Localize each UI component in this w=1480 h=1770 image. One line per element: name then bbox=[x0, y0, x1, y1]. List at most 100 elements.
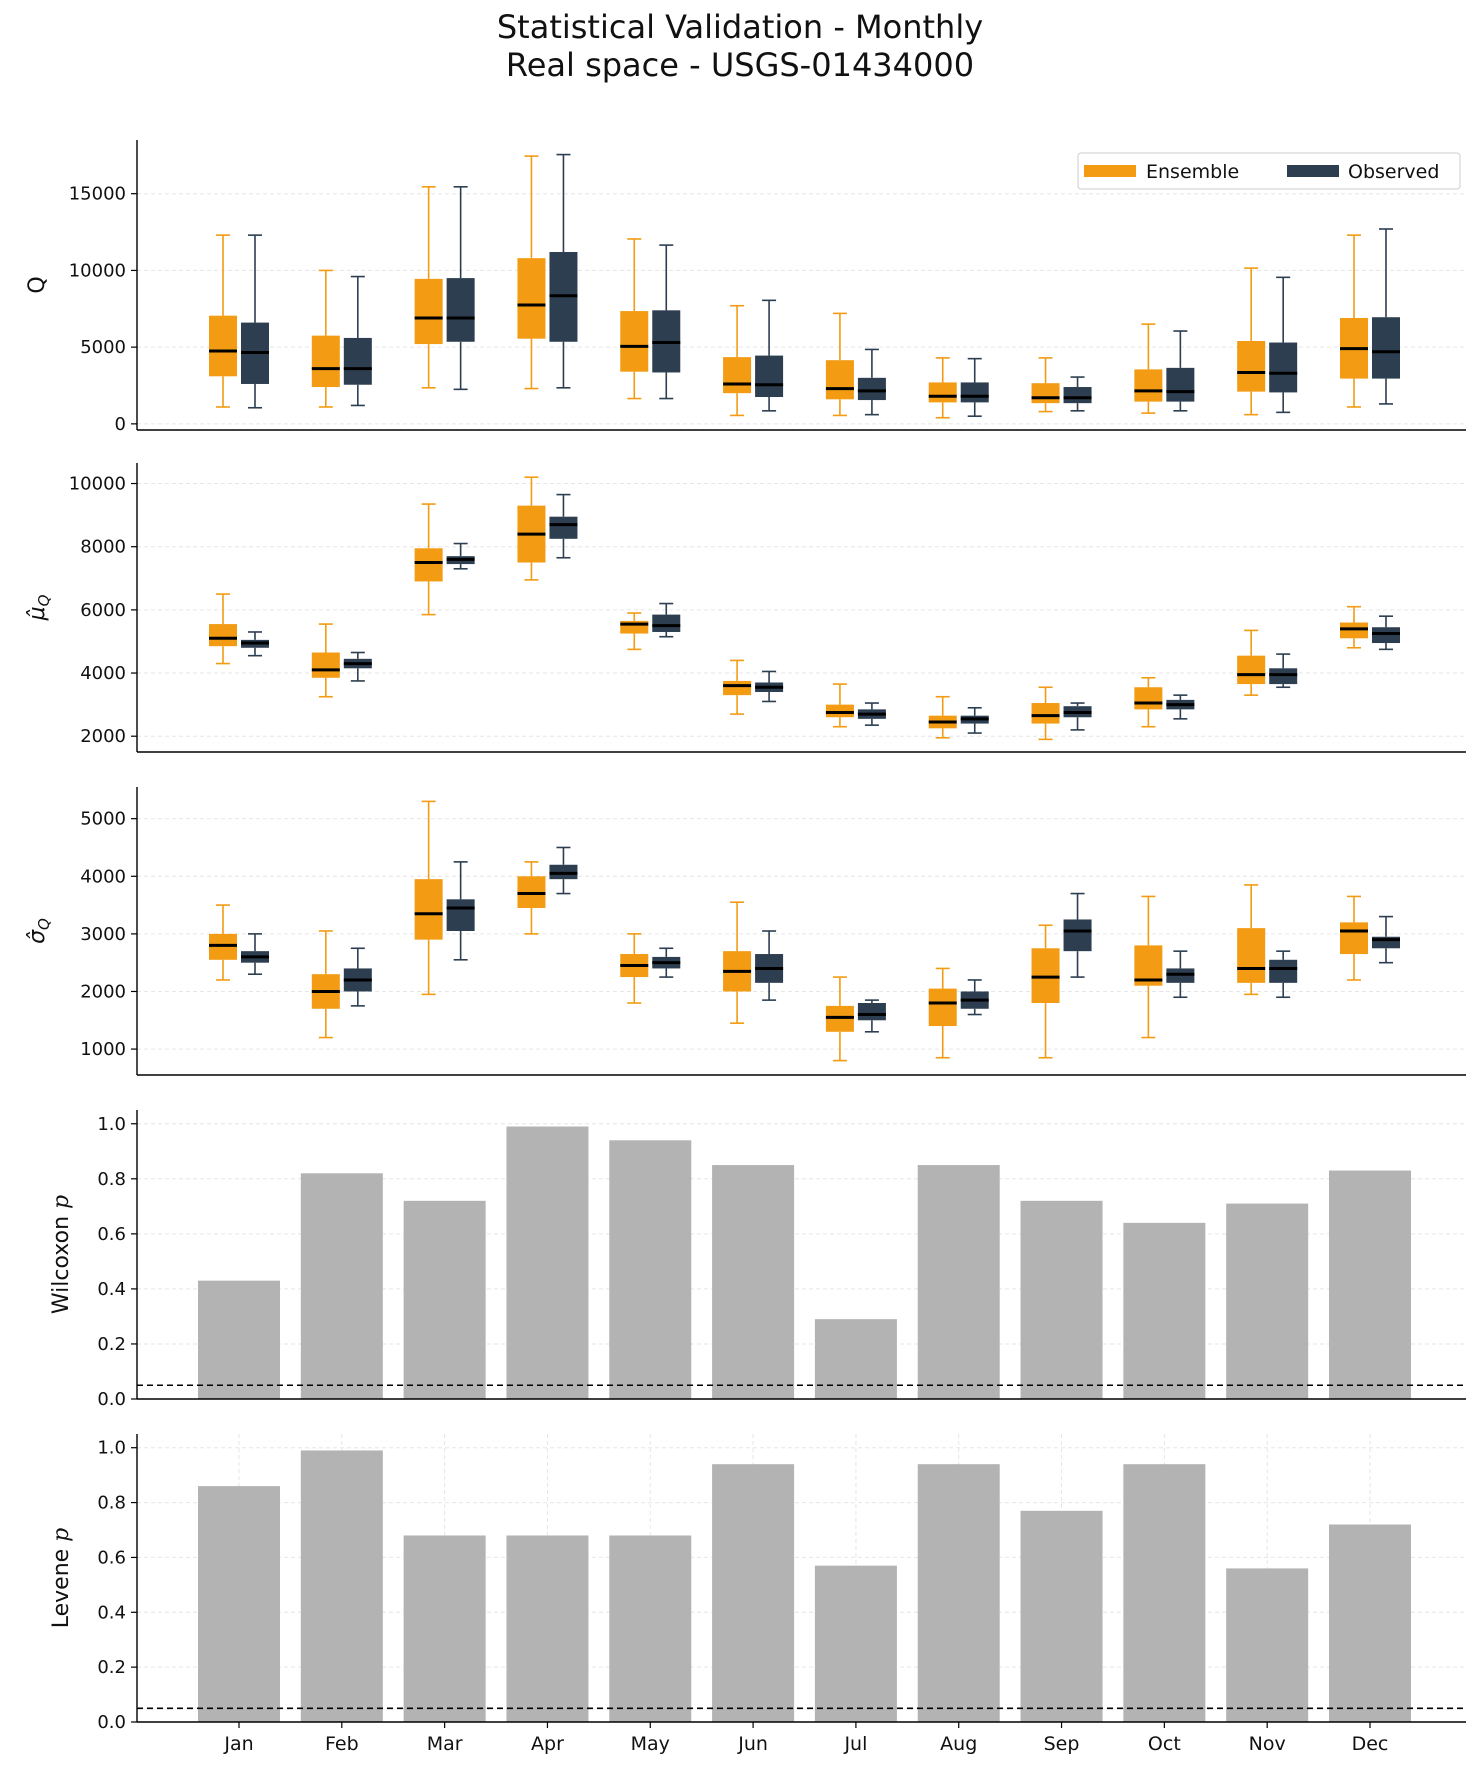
box-iqr bbox=[723, 680, 752, 696]
box-ensemble-sep bbox=[1031, 686, 1060, 741]
box-iqr bbox=[1237, 928, 1266, 983]
box-observed-feb bbox=[343, 947, 372, 1007]
bar-nov bbox=[1226, 1568, 1309, 1722]
box-observed-apr bbox=[549, 153, 578, 389]
bar-oct bbox=[1123, 1464, 1206, 1722]
box-iqr bbox=[1269, 959, 1298, 983]
box-observed-jun bbox=[755, 670, 784, 703]
box-observed-nov bbox=[1269, 653, 1298, 689]
box-ensemble-feb bbox=[311, 930, 340, 1039]
box-ensemble-oct bbox=[1134, 895, 1163, 1039]
x-tick-label: Dec bbox=[1352, 1733, 1389, 1755]
y-tick-label: 0.6 bbox=[97, 1547, 126, 1568]
box-ensemble-sep bbox=[1031, 924, 1060, 1059]
box-observed-jan bbox=[241, 933, 269, 976]
box-iqr bbox=[311, 652, 340, 678]
box-observed-dec bbox=[1372, 228, 1400, 405]
box-iqr bbox=[652, 614, 681, 632]
y-tick-label: 2000 bbox=[80, 981, 126, 1002]
box-ensemble-nov bbox=[1237, 629, 1266, 696]
box-observed-apr bbox=[549, 846, 578, 895]
box-iqr bbox=[414, 278, 443, 345]
y-tick-label: 0.4 bbox=[97, 1602, 126, 1623]
box-observed-jun bbox=[755, 930, 784, 1001]
x-tick-label: Sep bbox=[1044, 1733, 1080, 1755]
bar-jun bbox=[712, 1165, 795, 1399]
x-tick-label: Oct bbox=[1148, 1733, 1181, 1755]
box-iqr bbox=[825, 704, 854, 718]
box-observed-aug bbox=[960, 706, 989, 734]
bar-nov bbox=[1226, 1203, 1309, 1399]
box-iqr bbox=[960, 382, 989, 403]
panel-5 bbox=[131, 1434, 1466, 1728]
bar-feb bbox=[300, 1173, 383, 1399]
box-observed-dec bbox=[1372, 615, 1400, 651]
bar-aug bbox=[917, 1165, 1000, 1399]
panel-2 bbox=[131, 463, 1466, 753]
y-tick-label: 8000 bbox=[80, 537, 126, 558]
box-ensemble-apr bbox=[517, 155, 546, 390]
y-tick-label: 0 bbox=[115, 414, 126, 435]
box-iqr bbox=[1340, 922, 1368, 955]
box-observed-sep bbox=[1063, 376, 1092, 412]
box-ensemble-apr bbox=[517, 861, 546, 935]
y-tick-label: 0.0 bbox=[97, 1389, 126, 1410]
box-observed-nov bbox=[1269, 276, 1298, 414]
box-observed-feb bbox=[343, 651, 372, 682]
box-observed-nov bbox=[1269, 950, 1298, 999]
y-tick-label: 4000 bbox=[80, 663, 126, 684]
y-tick-label: 10000 bbox=[69, 260, 126, 281]
box-observed-aug bbox=[960, 979, 989, 1016]
box-ensemble-jul bbox=[825, 683, 854, 728]
box-iqr bbox=[1031, 703, 1060, 724]
box-iqr bbox=[1372, 317, 1400, 379]
y-tick-label: 0.2 bbox=[97, 1334, 126, 1355]
bar-jan bbox=[198, 1486, 280, 1722]
y-tick-label: 1.0 bbox=[97, 1114, 126, 1135]
box-ensemble-jul bbox=[825, 976, 854, 1062]
x-tick-label: Nov bbox=[1249, 1733, 1286, 1755]
y-tick-label: 3000 bbox=[80, 924, 126, 945]
x-tick-label: Jan bbox=[223, 1733, 253, 1755]
bar-may bbox=[609, 1140, 692, 1399]
box-observed-jan bbox=[241, 234, 269, 409]
box-observed-jun bbox=[755, 299, 784, 412]
bar-dec bbox=[1329, 1170, 1411, 1399]
box-ensemble-aug bbox=[928, 695, 957, 739]
box-ensemble-jul bbox=[825, 312, 854, 417]
box-observed-oct bbox=[1166, 694, 1195, 720]
legend-frame bbox=[1077, 152, 1461, 190]
y-tick-label: 0.4 bbox=[97, 1279, 126, 1300]
box-iqr bbox=[549, 516, 578, 539]
box-ensemble-jun bbox=[723, 659, 752, 715]
box-observed-oct bbox=[1166, 330, 1195, 412]
y-tick-label: 0.8 bbox=[97, 1169, 126, 1190]
bar-oct bbox=[1123, 1222, 1206, 1399]
box-observed-aug bbox=[960, 357, 989, 417]
box-observed-feb bbox=[343, 275, 372, 407]
bar-apr bbox=[506, 1535, 589, 1722]
box-iqr bbox=[1269, 342, 1298, 393]
box-ensemble-oct bbox=[1134, 676, 1163, 728]
box-iqr bbox=[446, 278, 475, 342]
box-observed-sep bbox=[1063, 892, 1092, 978]
bar-jul bbox=[814, 1565, 897, 1722]
y-axis-label: Wilcoxon p bbox=[49, 1195, 74, 1314]
box-observed-jul bbox=[857, 702, 886, 726]
box-iqr bbox=[1134, 687, 1163, 710]
y-tick-label: 0.6 bbox=[97, 1224, 126, 1245]
box-ensemble-oct bbox=[1134, 323, 1163, 414]
x-tick-label: May bbox=[631, 1733, 670, 1755]
legend-swatch-observed bbox=[1287, 165, 1339, 177]
box-ensemble-aug bbox=[928, 967, 957, 1059]
y-tick-label: 10000 bbox=[69, 474, 126, 495]
box-ensemble-jan bbox=[209, 904, 237, 981]
bar-jun bbox=[712, 1464, 795, 1722]
box-iqr bbox=[825, 360, 854, 400]
figure-title-line-2: Real space - USGS-01434000 bbox=[505, 46, 975, 84]
box-iqr bbox=[1063, 919, 1092, 952]
box-ensemble-may bbox=[620, 238, 649, 400]
box-iqr bbox=[414, 548, 443, 582]
box-iqr bbox=[723, 357, 752, 394]
y-axis-label: σ̂Q bbox=[25, 918, 53, 944]
